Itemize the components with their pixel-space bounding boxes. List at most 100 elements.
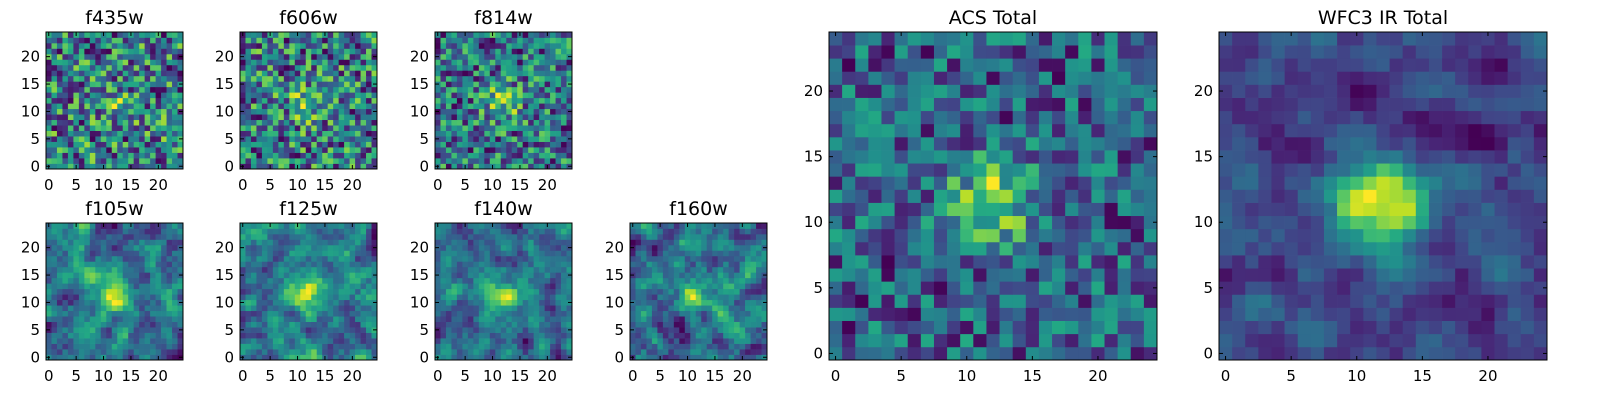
heatmap-cell xyxy=(1078,228,1092,243)
heatmap-cell xyxy=(635,266,642,273)
heatmap-cell xyxy=(300,266,307,273)
heatmap-cell xyxy=(467,239,474,246)
heatmap-cell xyxy=(144,75,151,82)
heatmap-cell xyxy=(305,92,312,99)
heatmap-cell xyxy=(333,103,339,110)
heatmap-cell xyxy=(338,158,345,164)
heatmap-cell xyxy=(172,119,178,126)
heatmap-cell xyxy=(166,272,173,279)
heatmap-cell xyxy=(177,338,184,344)
heatmap-cell xyxy=(355,250,361,257)
heatmap-cell xyxy=(1052,215,1066,230)
heatmap-cell xyxy=(1104,268,1118,282)
heatmap-cell xyxy=(712,310,719,317)
heatmap-cell xyxy=(349,321,356,328)
heatmap-cell xyxy=(338,239,345,246)
heatmap-cell xyxy=(100,288,107,295)
heatmap-cell xyxy=(684,255,691,262)
heatmap-cell xyxy=(333,141,339,148)
heatmap-cell xyxy=(84,59,91,66)
heatmap-cell xyxy=(139,250,145,257)
heatmap-cell xyxy=(440,42,447,49)
heatmap-cell xyxy=(333,283,339,290)
heatmap-cell xyxy=(283,32,290,38)
heatmap-cell xyxy=(1025,228,1040,243)
y-tick-label: 5 xyxy=(30,130,40,148)
heatmap-cell xyxy=(95,92,102,99)
heatmap-cell xyxy=(267,114,274,121)
heatmap-cell xyxy=(95,141,102,148)
heatmap-cell xyxy=(1143,255,1158,269)
heatmap-cell xyxy=(250,266,257,273)
heatmap-cell xyxy=(456,305,463,312)
heatmap-cell xyxy=(89,272,96,279)
heatmap-cell xyxy=(117,53,124,60)
heatmap-cell xyxy=(89,354,96,361)
heatmap-cell xyxy=(511,163,518,170)
heatmap-cell xyxy=(662,266,669,273)
heatmap-cell xyxy=(657,332,664,339)
heatmap-cell xyxy=(344,272,350,279)
heatmap-cell xyxy=(56,125,63,131)
heatmap-cell xyxy=(283,244,290,251)
heatmap-cell xyxy=(445,141,452,148)
heatmap-cell xyxy=(111,332,118,339)
heatmap-cell xyxy=(528,255,534,262)
heatmap-cell xyxy=(640,305,647,312)
heatmap-cell xyxy=(111,223,118,229)
heatmap-cell xyxy=(500,97,507,104)
heatmap-cell xyxy=(172,97,178,104)
heatmap-cell xyxy=(462,119,469,126)
heatmap-cell xyxy=(750,354,757,361)
heatmap-cell xyxy=(495,316,502,322)
heatmap-cell xyxy=(561,294,567,301)
heatmap-cell xyxy=(305,48,312,55)
heatmap-cell xyxy=(111,343,118,350)
heatmap-cell xyxy=(462,233,469,240)
heatmap-cell xyxy=(172,64,178,71)
heatmap-cell xyxy=(500,261,507,268)
heatmap-cell xyxy=(646,266,653,273)
heatmap-cell xyxy=(456,103,463,110)
heatmap-cell xyxy=(506,305,513,312)
heatmap-cell xyxy=(500,141,507,148)
heatmap-cell xyxy=(122,163,129,170)
heatmap-cell xyxy=(456,266,463,273)
heatmap-cell xyxy=(300,147,307,153)
heatmap-cell xyxy=(761,223,768,229)
heatmap-cell xyxy=(261,266,268,273)
heatmap-cell xyxy=(78,141,85,148)
heatmap-cell xyxy=(489,261,496,268)
heatmap-cell xyxy=(95,223,102,229)
heatmap-cell xyxy=(139,75,145,82)
heatmap-cell xyxy=(473,75,480,82)
heatmap-cell xyxy=(267,86,274,93)
heatmap-cell xyxy=(522,266,529,273)
heatmap-cell xyxy=(245,108,252,115)
heatmap-cell xyxy=(1025,255,1040,269)
heatmap-cell xyxy=(701,299,708,306)
heatmap-cell xyxy=(261,288,268,295)
heatmap-cell xyxy=(289,92,296,99)
heatmap-cell xyxy=(305,130,312,137)
heatmap-cell xyxy=(566,277,573,284)
heatmap-cell xyxy=(445,125,452,131)
heatmap-cell xyxy=(360,223,367,229)
heatmap-cell xyxy=(495,64,502,71)
heatmap-cell xyxy=(333,75,339,82)
heatmap-cell xyxy=(706,244,713,251)
heatmap-cell xyxy=(355,321,361,328)
heatmap-cell xyxy=(662,228,669,235)
heatmap-cell xyxy=(139,332,145,339)
heatmap-cell xyxy=(67,299,74,306)
heatmap-cell xyxy=(106,97,113,104)
heatmap-cell xyxy=(1012,176,1027,190)
heatmap-cell xyxy=(511,250,518,257)
heatmap-cell xyxy=(333,239,339,246)
heatmap-cell xyxy=(717,294,724,301)
heatmap-cell xyxy=(177,70,184,77)
heatmap-cell xyxy=(635,305,642,312)
heatmap-cell xyxy=(111,305,118,312)
heatmap-cell xyxy=(278,70,285,77)
heatmap-cell xyxy=(128,277,135,284)
